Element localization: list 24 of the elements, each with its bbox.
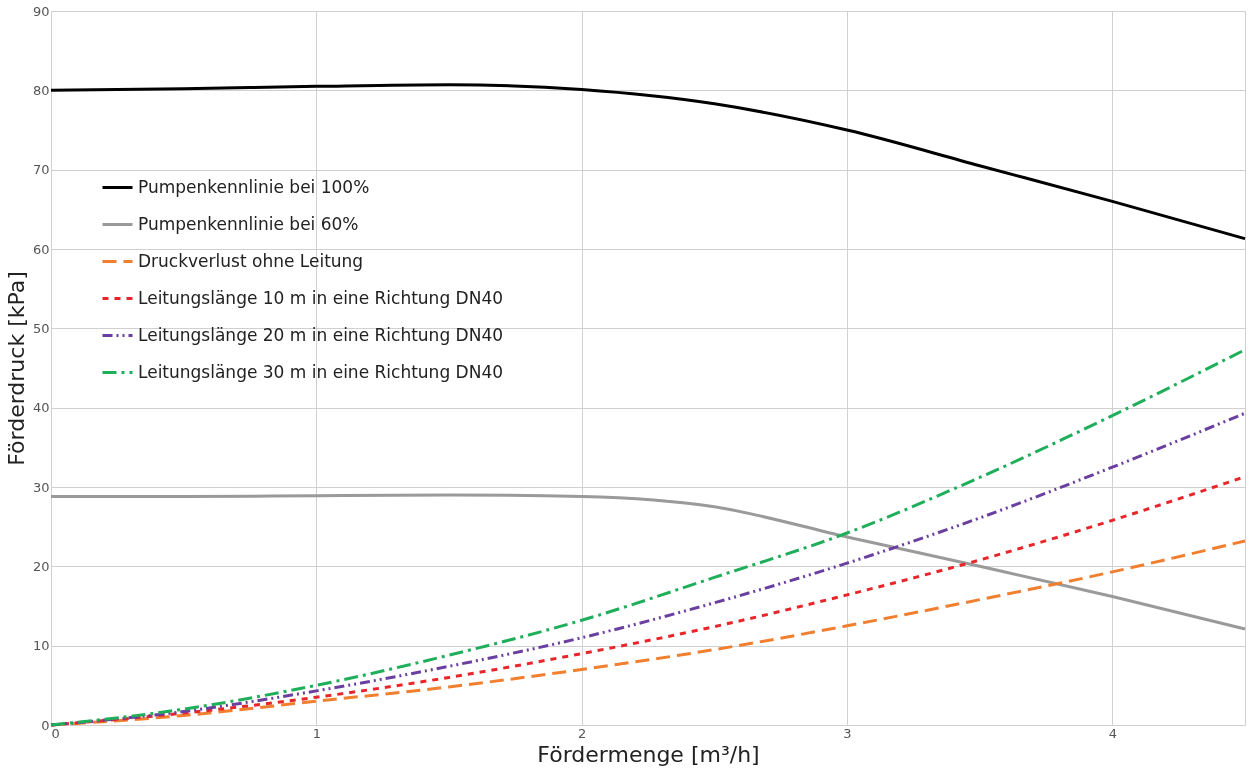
- y-tick-label: 20: [32, 558, 50, 574]
- y-tick-label: 60: [32, 241, 50, 257]
- y-tick-label: 50: [32, 320, 50, 336]
- line-series: [49, 493, 1247, 631]
- legend-label: Druckverlust ohne Leitung: [138, 250, 364, 271]
- legend-label: Pumpenkennlinie bei 100%: [138, 176, 370, 197]
- x-tick-label: 1: [312, 725, 321, 741]
- y-tick-label: 30: [32, 479, 50, 495]
- x-tick-label: 0: [51, 725, 60, 741]
- y-tick-label: 80: [32, 82, 50, 98]
- legend-label: Pumpenkennlinie bei 60%: [138, 213, 359, 234]
- legend-label: Leitungslänge 20 m in eine Richtung DN40: [138, 324, 504, 345]
- y-axis-title: Förderdruck [kPa]: [3, 271, 29, 466]
- y-tick-label: 10: [32, 638, 50, 654]
- legend-label: Leitungslänge 10 m in eine Richtung DN40: [138, 287, 504, 308]
- legend-label: Leitungslänge 30 m in eine Richtung DN40: [138, 361, 504, 382]
- x-tick-label: 3: [843, 725, 852, 741]
- y-tick-label: 40: [32, 400, 50, 416]
- y-tick-label: 70: [32, 162, 50, 178]
- x-tick-label: 4: [1108, 725, 1117, 741]
- line-series: [49, 83, 1247, 241]
- x-tick-label: 2: [578, 725, 587, 741]
- y-tick-label: 90: [32, 3, 50, 19]
- x-axis-title: Fördermenge [m³/h]: [537, 741, 760, 767]
